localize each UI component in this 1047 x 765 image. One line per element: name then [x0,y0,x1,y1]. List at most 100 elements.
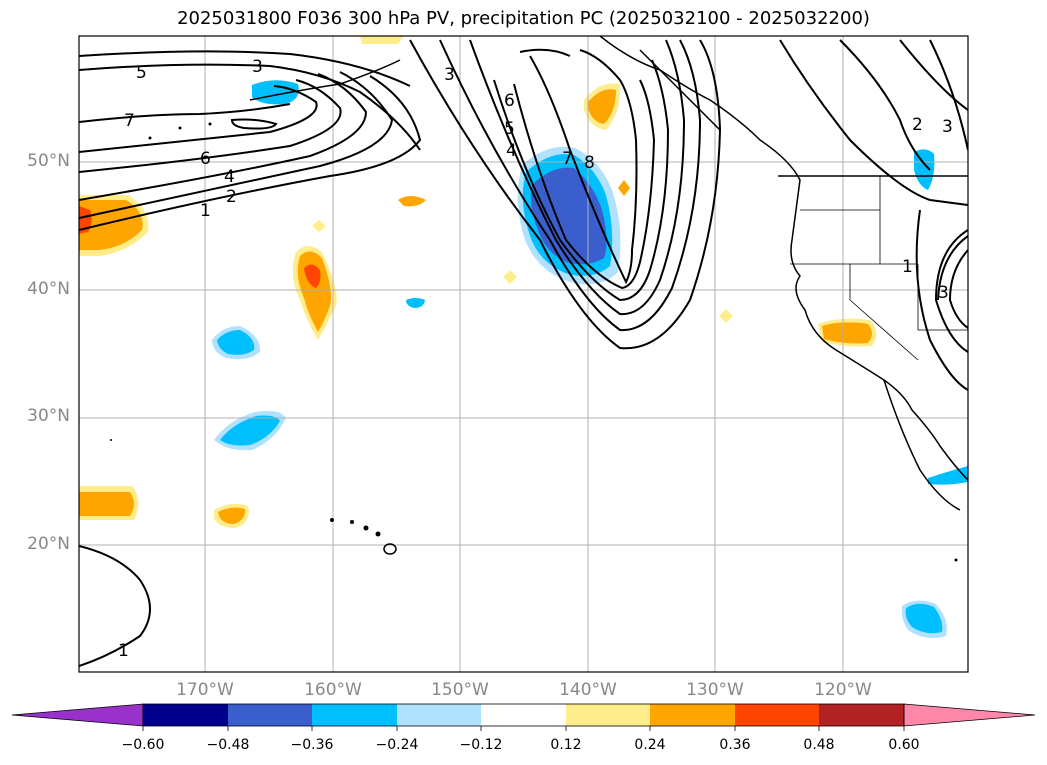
lon-label-170w: 170°W [176,680,234,700]
colorbar-tick-label: 0.12 [550,737,582,753]
pv-contour-west-7 [79,85,318,153]
precip-pos-california-core [822,322,872,344]
colorbar-tick-label: −0.24 [375,737,419,753]
colorbar-frame [142,703,905,727]
coastline-baja [883,379,961,511]
colorbar-bin-8 [735,704,819,726]
colorbar-tick-label: 0.48 [803,737,835,753]
pv-trough-3 [469,39,686,316]
pv-trough-2 [439,39,702,332]
colorbar [11,703,1036,731]
precip-blob-west-28n-core [220,415,280,446]
colorbar-bin-4 [397,704,481,726]
state-borders [790,176,968,361]
precip-pos-160w-peak [304,264,321,288]
pv-trough-inner [519,48,571,57]
lat-lon-grid [79,36,968,672]
lat-label-40n: 40°N [27,279,70,299]
coastline-alaska-peninsula [249,59,401,101]
pv-east-3 [899,39,968,111]
colorbar-tick-label: 0.36 [719,737,751,753]
colorbar-bin-6 [566,704,650,726]
pv-contour-west-2 [79,71,394,219]
contour-label: 4 [506,141,517,161]
precip-pos-small-48n [618,180,630,196]
precip-pos-small-47n [398,196,426,207]
precip-pos-gulf-alaska-core [588,89,616,124]
border-ca-nv [849,264,919,361]
colorbar-bin-3 [312,704,397,726]
island-small-29n [110,439,112,441]
precip-blob-baja [928,466,968,485]
lon-label-120w: 120°W [814,680,872,700]
precip-pos-dateline-47n-core [79,200,143,250]
contour-label: 7 [562,149,573,169]
pv-east-6 [934,229,968,353]
island-small-socorro [954,558,958,562]
pv-contour-west-1 [79,75,422,231]
contour-label: 2 [912,115,923,135]
precip-positive-anomalies [79,36,877,528]
contour-label: 3 [942,117,953,137]
precip-pos-top-edge [360,36,404,44]
lon-label-130w: 130°W [686,680,744,700]
coastline-alaska-panhandle [639,49,721,131]
pv-trough-4 [493,59,670,302]
lat-label-50n: 50°N [27,151,70,171]
precip-blob-aleutian [252,80,299,105]
lon-label-160w: 160°W [304,680,362,700]
contour-label: 5 [136,63,147,83]
island-aleutian-1 [148,136,152,140]
colorbar-tick-label: −0.60 [121,737,165,753]
contour-label: 4 [224,167,235,187]
colorbar-extend-min [11,703,144,727]
pv-east-1 [779,39,968,206]
contour-label: 6 [504,91,515,111]
contour-label: 1 [902,257,913,277]
island-hawaii-3 [363,525,369,531]
precip-pos-west-22n-core [218,507,246,524]
contour-label: 6 [200,149,211,169]
contour-label: 1 [200,201,211,221]
colorbar-tick-label: −0.36 [290,737,334,753]
colorbar-tick-label: 0.60 [888,737,920,753]
contour-label: 2 [226,187,237,207]
contour-label: 3 [444,65,455,85]
contour-label: 8 [584,153,595,173]
lon-label-140w: 140°W [559,680,617,700]
precip-blob-southeast-core [905,603,943,634]
pv-east-2 [839,39,931,171]
colorbar-bin-2 [228,704,312,726]
lat-label-20n: 20°N [27,534,70,554]
precip-pos-small-38n [719,309,733,323]
pv-contour-west-7b [79,103,291,123]
colorbar-bin-9 [819,704,904,726]
coastline-north-america [599,36,968,481]
contour-label: 1 [118,641,129,661]
pv-contour-west-5 [79,63,421,151]
precip-pos-small-41n [503,270,517,284]
pv-trough-6 [529,49,638,285]
pv-contours [79,39,968,667]
map-plot-area [79,36,968,672]
island-hawaii-1 [330,518,334,522]
coastlines [249,36,968,511]
precip-blob-west-35n-core [217,330,255,355]
map-frame [78,35,969,673]
precip-blob-small-39n [406,298,425,308]
island-aleutian-2 [178,126,182,130]
pv-trough-5 [513,79,656,290]
island-hawaii-big [383,543,397,555]
colorbar-tick-label: −0.48 [206,737,250,753]
pv-contour-west-4 [79,73,368,201]
colorbar-bin-5 [481,704,566,726]
pv-east-5 [915,209,968,391]
island-hawaii-2 [350,520,354,524]
precip-blob-british-columbia [914,149,935,190]
colorbar-ticks [142,726,905,731]
islands [110,122,958,562]
pv-contour-aleutian-closed [230,118,278,130]
pv-contour-west-3 [79,50,411,87]
contour-label: 7 [124,111,135,131]
